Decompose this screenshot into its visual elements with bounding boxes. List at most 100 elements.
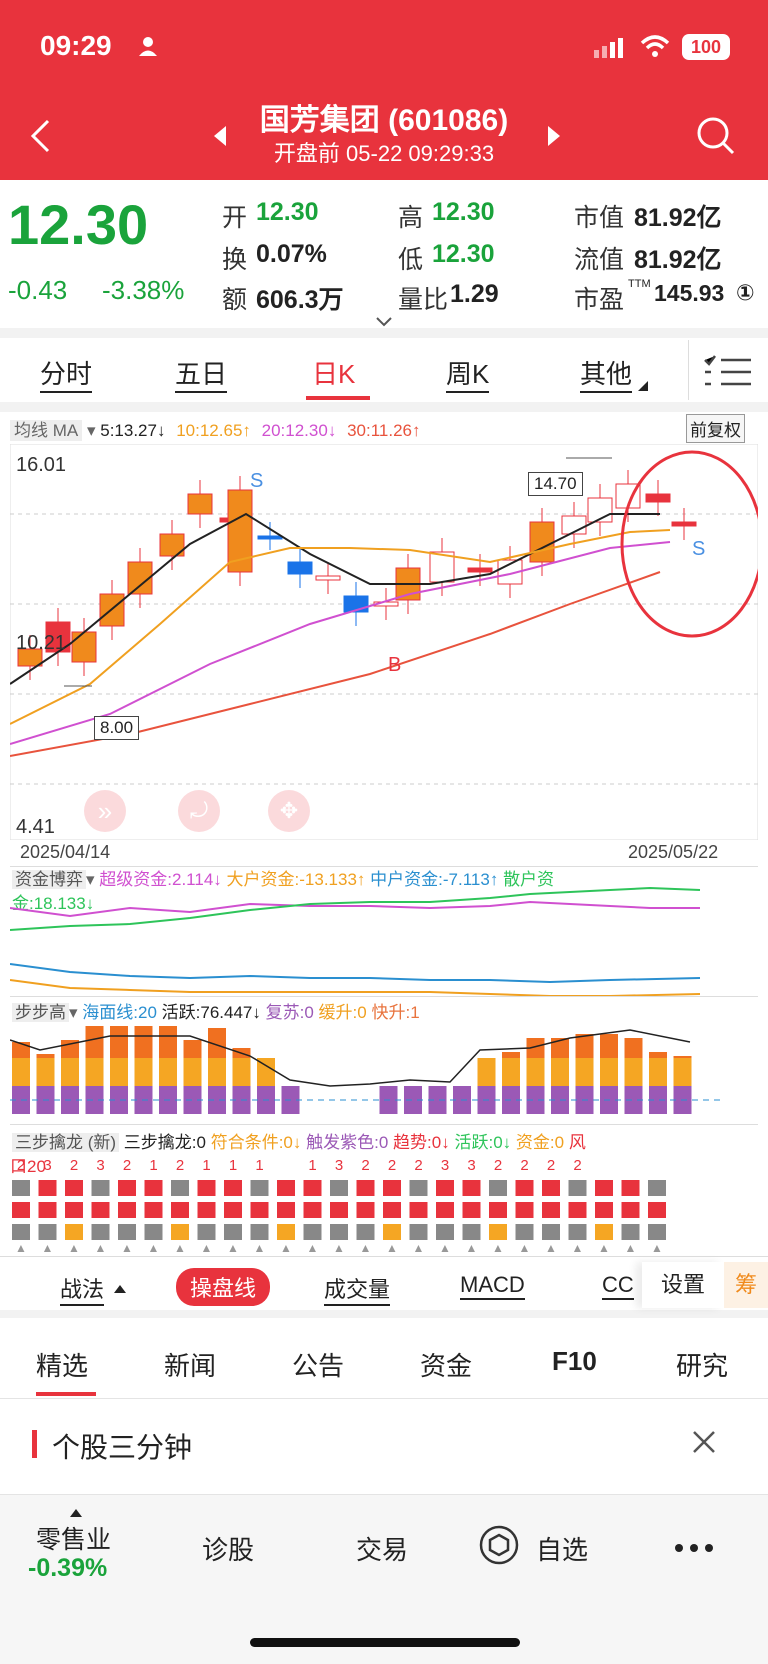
news-tab-research[interactable]: 研究 <box>676 1351 729 1381</box>
ma-label[interactable]: 均线 MA <box>10 420 83 441</box>
trade-button[interactable]: 交易 <box>356 1535 409 1565</box>
close-icon[interactable] <box>692 1430 716 1459</box>
ssql-digit: 1 <box>308 1157 316 1174</box>
kline-high-label: 16.01 <box>16 454 67 476</box>
signal-cell <box>462 1202 481 1218</box>
signal-cell <box>330 1180 348 1196</box>
bbg-title[interactable]: 步步高 <box>12 1003 69 1022</box>
signal-cell <box>621 1224 640 1240</box>
fund-title[interactable]: 资金博弈 <box>12 870 86 889</box>
signal-cell <box>515 1202 534 1218</box>
search-icon[interactable] <box>696 116 736 161</box>
candle <box>315 575 341 581</box>
divider <box>0 328 768 338</box>
bbg-bar-seg <box>649 1058 667 1086</box>
expand-chevron-icon[interactable] <box>376 314 392 332</box>
top-header: 09:29 100 国芳集团 (601086) 开盘前 05-22 09:29:… <box>0 0 768 180</box>
signal-cell <box>144 1224 163 1240</box>
diagnose-button[interactable]: 诊股 <box>202 1535 255 1565</box>
bbg-bar-seg <box>502 1086 520 1114</box>
amount-value: 606.3万 <box>256 286 344 314</box>
ssql-title[interactable]: 三步擒龙 (新) <box>12 1133 120 1152</box>
settings-button[interactable]: 设置 <box>642 1262 724 1308</box>
news-tab-announcement[interactable]: 公告 <box>292 1351 345 1381</box>
strategy-button[interactable]: 战法 <box>60 1272 105 1306</box>
bbg-bar-seg <box>134 1058 153 1086</box>
prev-stock-button[interactable] <box>214 126 228 151</box>
signal-cell <box>383 1202 401 1218</box>
start-date: 2025/04/14 <box>20 842 111 862</box>
signal-cell <box>595 1202 613 1218</box>
low-label: 低 <box>398 246 424 274</box>
bbg-bar-seg <box>183 1086 202 1114</box>
fast-forward-icon[interactable]: » <box>84 790 126 832</box>
news-tab-f10[interactable]: F10 <box>552 1346 597 1376</box>
bbg-bar-seg <box>649 1086 667 1114</box>
ssql-chart: ▲ 2 ▲ 3 ▲ 2 ▲ 3 ▲ 2 ▲ 1 ▲ 2 ▲ 1 ▲ 1 ▲ 1 ▲ ▲ 1 ▲ 3 ▲ 2 ▲ 2 ▲ 2 ▲ 3 ▲ 3 ▲ 2 ▲ 2 ▲… <box>12 1157 666 1254</box>
ma10-line <box>10 529 671 725</box>
signal-cell <box>462 1224 481 1240</box>
home-indicator <box>250 1638 520 1647</box>
pe-info-icon[interactable]: ① <box>736 280 755 305</box>
next-stock-button[interactable] <box>546 126 560 151</box>
bbg-bar <box>232 1048 251 1114</box>
sector-name[interactable]: 零售业 <box>36 1526 112 1554</box>
trade-line-button[interactable]: 操盘线 <box>176 1268 271 1306</box>
caret-up-icon <box>70 1504 82 1522</box>
signal-cell <box>621 1202 640 1218</box>
bbg-bar-seg <box>12 1058 30 1086</box>
chart-settings-list-icon[interactable] <box>688 340 768 400</box>
more-icon[interactable] <box>674 1540 714 1558</box>
tab-weekly-k[interactable]: 周K <box>446 354 490 393</box>
bbg-bar-seg <box>257 1058 275 1086</box>
bbg-bar-seg <box>183 1058 202 1086</box>
signal-cell <box>38 1224 57 1240</box>
ssql-digit: 1 <box>255 1157 263 1174</box>
cc-button[interactable]: CC <box>602 1272 634 1300</box>
signal-cell <box>65 1202 83 1218</box>
kline-mid-label: 10.21 <box>16 632 67 654</box>
chip-button[interactable]: 筹 <box>724 1262 768 1308</box>
tab-other[interactable]: 其他 <box>580 354 633 393</box>
back-button[interactable] <box>28 118 52 159</box>
watchlist-icon[interactable] <box>478 1524 520 1571</box>
signal-cell <box>542 1224 560 1240</box>
rotate-screen-icon[interactable]: ⤾ <box>178 790 220 832</box>
bbg-chart <box>10 1026 720 1114</box>
ma5-line <box>10 512 660 685</box>
adjust-button[interactable]: 前复权 <box>686 414 745 443</box>
tab-intraday[interactable]: 分时 <box>40 354 93 393</box>
news-tab-news[interactable]: 新闻 <box>164 1351 217 1381</box>
bbg-bar-seg <box>428 1086 447 1114</box>
signal-cell <box>409 1180 428 1196</box>
person-icon <box>138 36 158 56</box>
news-tab-funds[interactable]: 资金 <box>420 1351 473 1381</box>
candle <box>587 497 613 523</box>
move-icon[interactable]: ✥ <box>268 790 310 832</box>
signal-cell <box>621 1180 640 1196</box>
signal-cell <box>648 1202 666 1218</box>
watchlist-button[interactable]: 自选 <box>536 1535 589 1565</box>
macd-button[interactable]: MACD <box>460 1272 525 1300</box>
tab-five-day[interactable]: 五日 <box>175 354 228 393</box>
ssql-digit: 2 <box>494 1157 502 1174</box>
chevron-down-icon: ▾ <box>69 1003 78 1022</box>
signal-cell <box>595 1180 613 1196</box>
fund-panel <box>10 866 758 996</box>
open-label: 开 <box>222 204 248 232</box>
signal-cell <box>356 1202 375 1218</box>
chevron-down-icon: ▾ <box>86 870 95 889</box>
bbg-bar-seg <box>526 1058 545 1086</box>
ssql-digit: 1 <box>229 1157 237 1174</box>
signal-cell <box>171 1180 189 1196</box>
bbg-bar <box>61 1040 79 1114</box>
signal-cell <box>171 1202 189 1218</box>
volume-button[interactable]: 成交量 <box>324 1272 391 1306</box>
tab-daily-k[interactable]: 日K <box>312 359 356 389</box>
kline-chart[interactable] <box>10 444 758 840</box>
bbg-bar-seg <box>159 1058 177 1086</box>
bbg-recover: 复苏:0 <box>265 1003 314 1022</box>
divider <box>0 402 768 412</box>
news-tab-selected[interactable]: 精选 <box>36 1351 89 1381</box>
ssql-digit: 2 <box>520 1157 528 1174</box>
